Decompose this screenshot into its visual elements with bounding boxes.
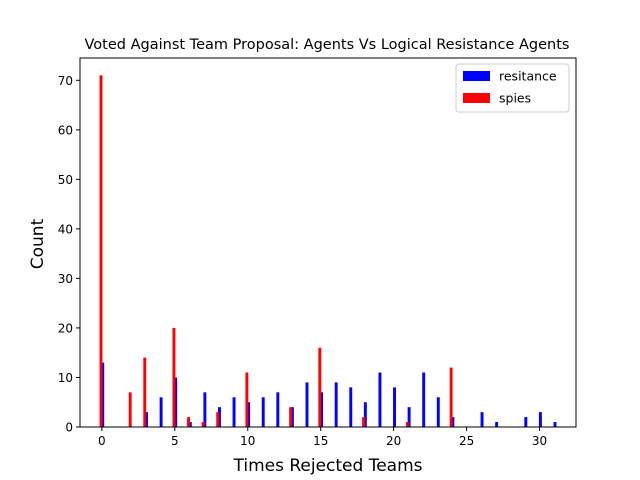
bar-resistance-26 (480, 412, 484, 427)
y-tick-label: 40 (58, 222, 73, 236)
x-tick-label: 20 (386, 434, 401, 448)
bar-resistance-21 (407, 407, 411, 427)
bar-spies-6 (187, 417, 190, 427)
y-tick-label: 50 (58, 173, 73, 187)
bar-resistance-19 (378, 372, 382, 427)
bar-resistance-3 (145, 412, 148, 427)
bar-spies-10 (245, 372, 249, 427)
legend-label-spies: spies (499, 91, 531, 106)
y-tick-label: 30 (58, 272, 73, 286)
bar-spies-18 (362, 417, 366, 427)
bar-resistance-15 (320, 392, 324, 427)
bar-resistance-8 (218, 407, 221, 427)
bar-resistance-7 (203, 392, 207, 427)
bar-spies-7 (201, 422, 205, 427)
x-tick-label: 0 (98, 434, 106, 448)
x-tick-label: 25 (459, 434, 474, 448)
bar-resistance-14 (305, 382, 309, 427)
bar-spies-15 (318, 347, 322, 427)
chart-title: Voted Against Team Proposal: Agents Vs L… (85, 37, 570, 53)
bar-resistance-11 (261, 397, 265, 427)
x-tick-label: 15 (313, 434, 328, 448)
bar-spies-21 (405, 422, 409, 427)
x-tick-label: 30 (532, 434, 547, 448)
bar-resistance-23 (436, 397, 440, 427)
bar-resistance-0 (101, 362, 105, 427)
bar-resistance-20 (393, 387, 396, 427)
y-tick-label: 10 (58, 371, 73, 385)
bar-resistance-9 (232, 397, 236, 427)
legend-label-resistance: resitance (499, 69, 557, 84)
y-tick-label: 20 (58, 321, 73, 335)
y-tick-label: 60 (58, 123, 73, 137)
bars (99, 75, 557, 427)
x-tick-label: 10 (240, 434, 255, 448)
legend: resitance spies (455, 63, 570, 113)
x-axis-label: Times Rejected Teams (232, 456, 422, 476)
bar-spies-24 (449, 367, 453, 427)
bar-resistance-27 (495, 422, 499, 427)
bar-resistance-17 (349, 387, 353, 427)
bar-resistance-5 (174, 377, 178, 427)
y-tick-label: 0 (65, 421, 73, 435)
x-tick-label: 5 (171, 434, 179, 448)
legend-swatch-spies (463, 93, 490, 103)
legend-swatch-resistance (463, 71, 490, 81)
bar-resistance-6 (188, 422, 192, 427)
bar-resistance-24 (451, 417, 455, 427)
bar-resistance-13 (290, 407, 294, 427)
bar-resistance-29 (524, 417, 528, 427)
bar-resistance-30 (538, 412, 542, 427)
bar-spies-13 (289, 407, 293, 427)
bar-resistance-12 (276, 392, 280, 427)
bar-resistance-10 (247, 402, 251, 427)
bar-spies-0 (99, 75, 103, 427)
bar-spies-8 (216, 412, 220, 427)
y-axis-label: Count (28, 218, 48, 269)
bar-spies-2 (128, 392, 132, 427)
axis-ticks: 0 5 10 15 20 25 30 0 10 20 30 40 50 60 70 (58, 74, 547, 448)
bar-spies-3 (143, 357, 147, 427)
bar-resistance-31 (553, 422, 557, 427)
plot-frame (79, 57, 577, 428)
bar-resistance-18 (363, 402, 367, 427)
y-tick-label: 70 (58, 74, 73, 88)
bar-resistance-4 (159, 397, 163, 427)
bar-resistance-16 (334, 382, 338, 427)
bar-resistance-22 (422, 372, 426, 427)
bar-spies-5 (172, 327, 176, 427)
